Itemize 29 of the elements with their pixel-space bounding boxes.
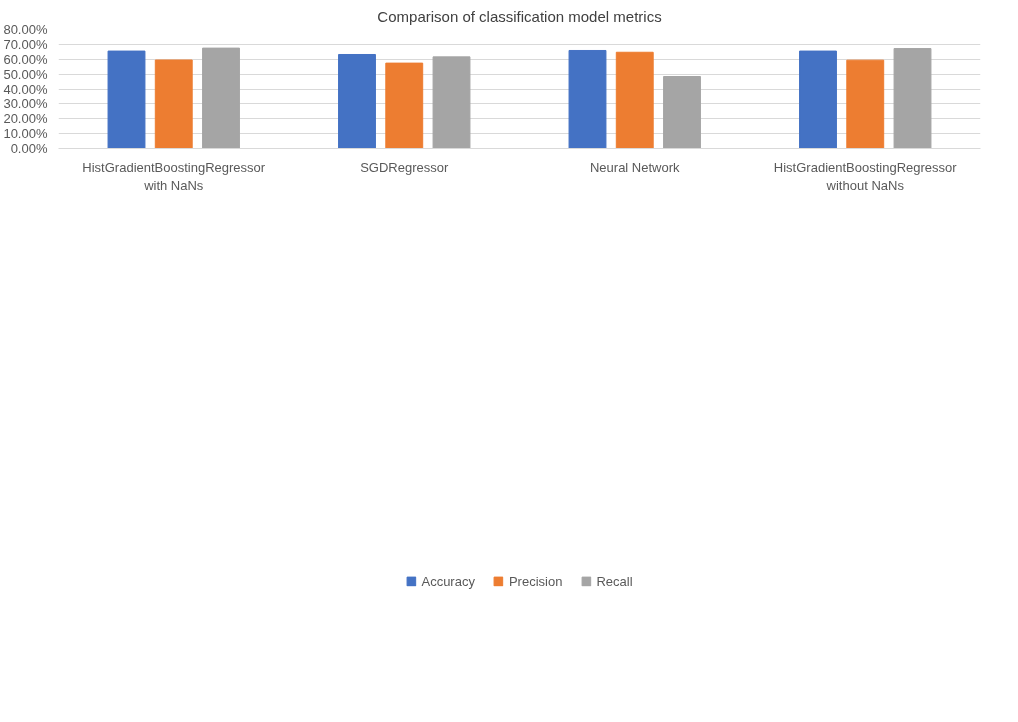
y-tick-label: 20.00% (3, 111, 48, 127)
bar (154, 59, 193, 149)
bar (799, 50, 837, 149)
bar (615, 51, 654, 149)
bar (202, 47, 240, 149)
bar (338, 53, 376, 149)
x-tick-label: SGDRegressor (360, 159, 449, 175)
x-tick-label: HistGradientBoostingRegressor with NaNs (82, 159, 266, 193)
legend-label: Recall (596, 573, 633, 589)
chart-title: Comparison of classification model metrics (377, 7, 662, 25)
y-tick-label: 50.00% (3, 66, 48, 82)
y-tick-label: 80.00% (3, 22, 48, 37)
legend-label: Accuracy (421, 573, 475, 589)
bar (846, 59, 885, 149)
bar (893, 48, 932, 149)
bar (568, 49, 607, 149)
y-tick-label: 60.00% (3, 51, 48, 67)
y-tick-label: 10.00% (3, 126, 48, 142)
y-tick-label: 40.00% (3, 81, 48, 97)
y-tick-label: 30.00% (3, 96, 48, 112)
y-tick-label: 70.00% (3, 36, 48, 52)
x-tick-label: Neural Network (589, 159, 681, 175)
legend-label: Precision (508, 573, 563, 589)
bar (663, 76, 701, 149)
bar (107, 50, 146, 149)
x-tick-label: HistGradientBoostingRegressor without NaNs (773, 159, 958, 193)
y-tick-label: 0.00% (10, 141, 48, 156)
bar (385, 62, 424, 149)
bar (432, 56, 471, 149)
